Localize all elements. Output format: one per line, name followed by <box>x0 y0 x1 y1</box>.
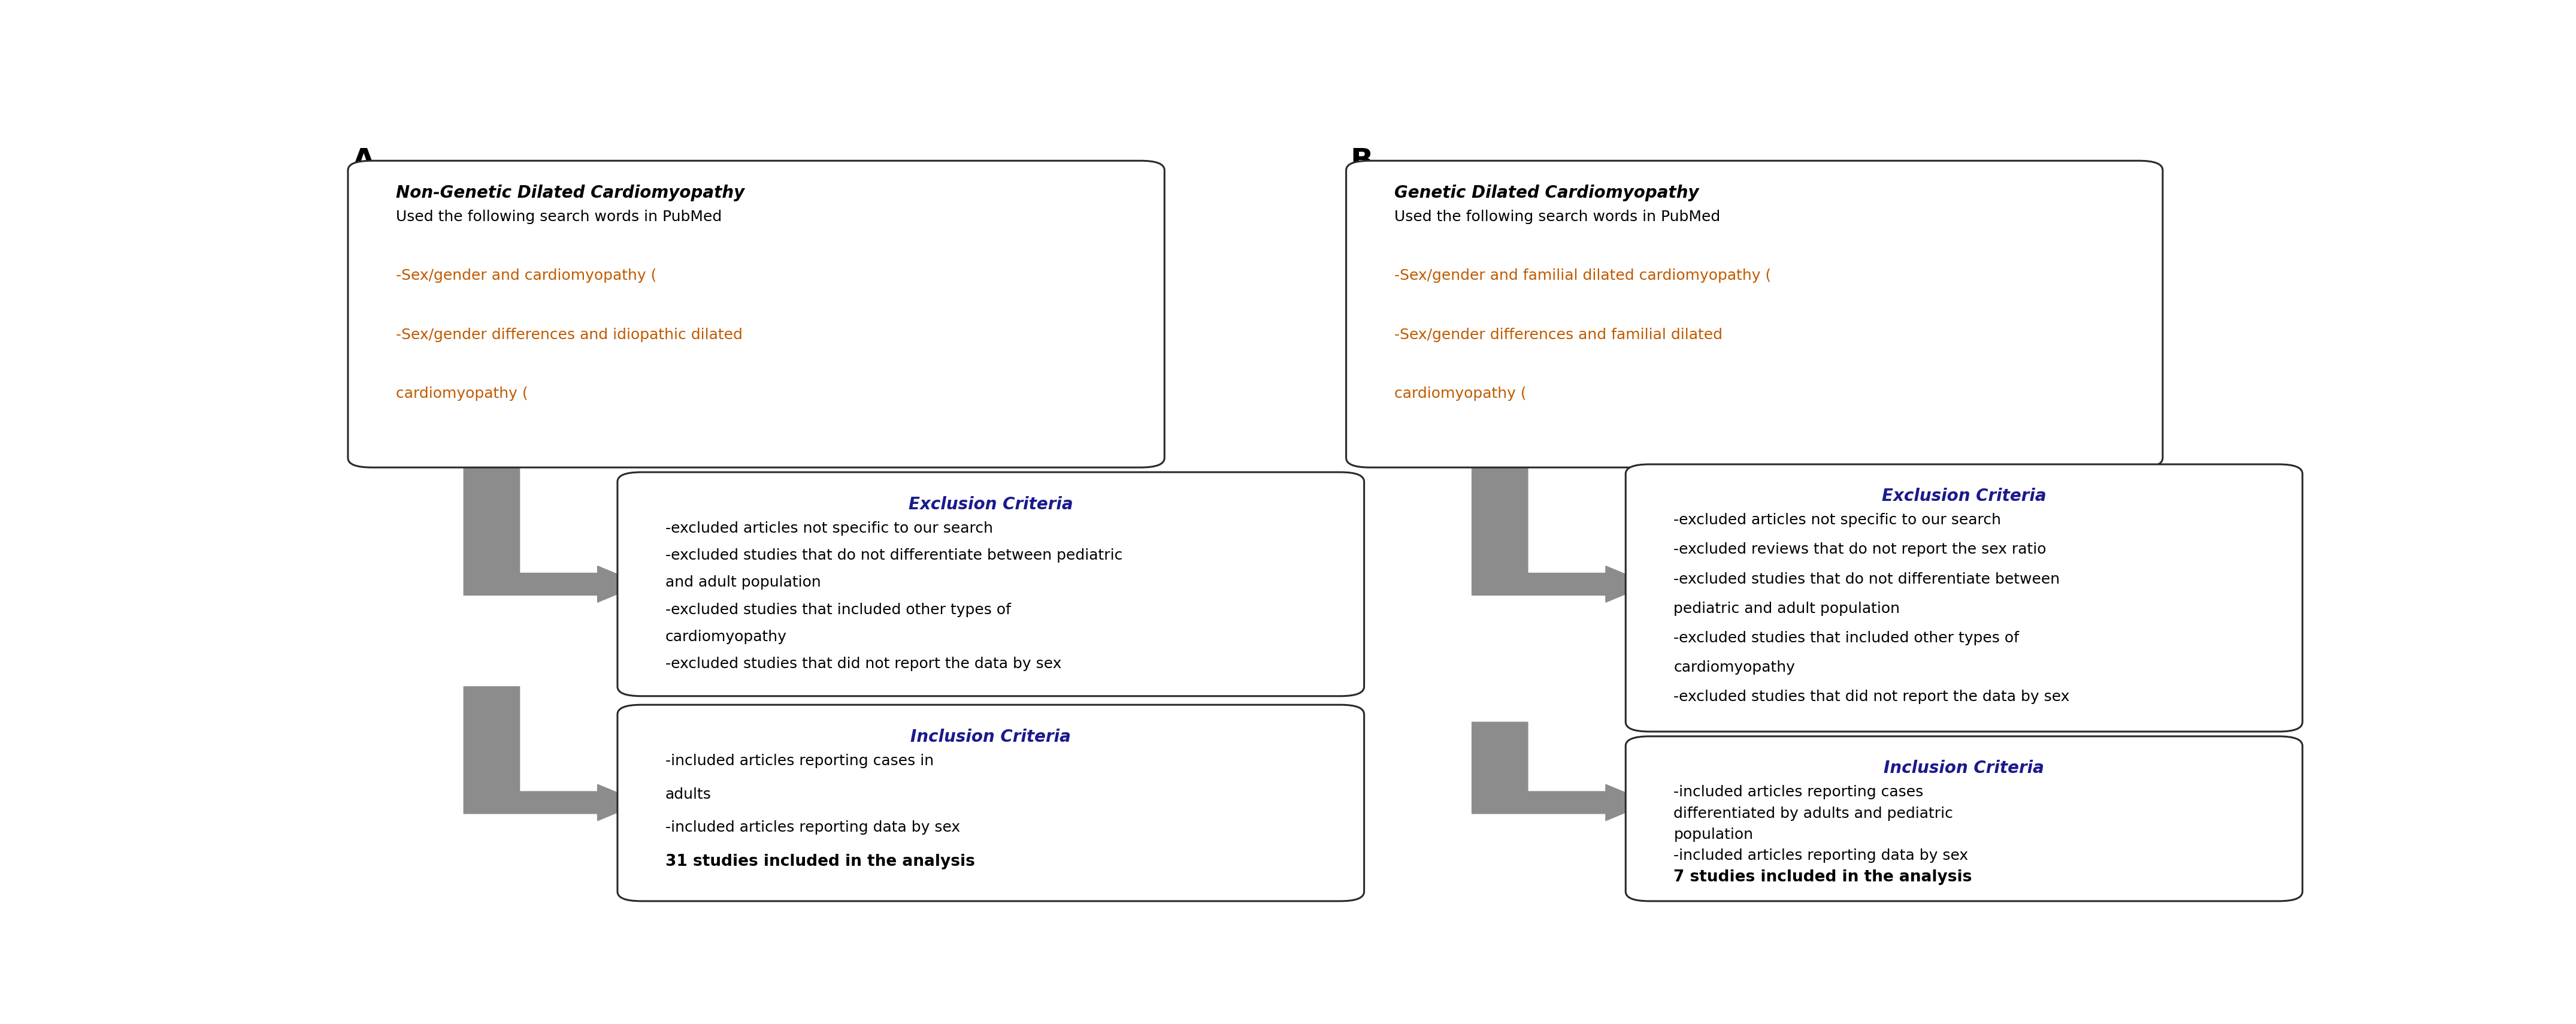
Text: -excluded studies that included other types of: -excluded studies that included other ty… <box>665 602 1010 616</box>
Text: -excluded articles not specific to our search: -excluded articles not specific to our s… <box>1674 513 2002 527</box>
Polygon shape <box>464 458 641 602</box>
Text: A: A <box>353 146 376 175</box>
Polygon shape <box>464 687 641 820</box>
Text: Used the following search words in PubMed: Used the following search words in PubMe… <box>397 210 721 224</box>
Text: B: B <box>1350 146 1373 175</box>
Text: Non-Genetic Dilated Cardiomyopathy: Non-Genetic Dilated Cardiomyopathy <box>397 184 744 201</box>
Text: Used the following search words in PubMed: Used the following search words in PubMe… <box>1394 210 1721 224</box>
Text: Exclusion Criteria: Exclusion Criteria <box>909 496 1074 513</box>
Text: adults: adults <box>665 787 711 802</box>
Text: -excluded studies that did not report the data by sex: -excluded studies that did not report th… <box>1674 689 2069 703</box>
Text: and adult population: and adult population <box>665 575 822 590</box>
Text: 7 studies included in the analysis: 7 studies included in the analysis <box>1674 869 1973 886</box>
Text: Exclusion Criteria: Exclusion Criteria <box>1883 488 2045 505</box>
Polygon shape <box>1471 722 1649 820</box>
Text: differentiated by adults and pediatric: differentiated by adults and pediatric <box>1674 806 1953 820</box>
Text: -included articles reporting data by sex: -included articles reporting data by sex <box>665 820 961 835</box>
Text: -excluded articles not specific to our search: -excluded articles not specific to our s… <box>665 521 992 536</box>
Text: -excluded studies that do not differentiate between: -excluded studies that do not differenti… <box>1674 572 2061 587</box>
Text: -Sex/gender differences and idiopathic dilated: -Sex/gender differences and idiopathic d… <box>397 328 742 342</box>
Text: -Sex/gender and familial dilated cardiomyopathy (: -Sex/gender and familial dilated cardiom… <box>1394 268 1770 283</box>
Text: -included articles reporting cases in: -included articles reporting cases in <box>665 754 933 768</box>
Text: -excluded studies that did not report the data by sex: -excluded studies that did not report th… <box>665 656 1061 672</box>
Polygon shape <box>1471 458 1649 602</box>
Text: -excluded reviews that do not report the sex ratio: -excluded reviews that do not report the… <box>1674 543 2045 557</box>
FancyBboxPatch shape <box>1625 736 2303 901</box>
FancyBboxPatch shape <box>1347 161 2164 467</box>
Text: -excluded studies that included other types of: -excluded studies that included other ty… <box>1674 631 2020 645</box>
Text: cardiomyopathy (: cardiomyopathy ( <box>397 387 528 401</box>
Text: pediatric and adult population: pediatric and adult population <box>1674 601 1901 615</box>
FancyBboxPatch shape <box>618 472 1365 696</box>
Text: cardiomyopathy: cardiomyopathy <box>665 630 786 644</box>
Text: Genetic Dilated Cardiomyopathy: Genetic Dilated Cardiomyopathy <box>1394 184 1698 201</box>
Text: cardiomyopathy (: cardiomyopathy ( <box>1394 387 1525 401</box>
Text: Inclusion Criteria: Inclusion Criteria <box>1883 760 2045 777</box>
Text: -Sex/gender differences and familial dilated: -Sex/gender differences and familial dil… <box>1394 328 1723 342</box>
Text: -included articles reporting data by sex: -included articles reporting data by sex <box>1674 849 1968 863</box>
Text: population: population <box>1674 827 1754 842</box>
FancyBboxPatch shape <box>618 705 1365 901</box>
Text: -excluded studies that do not differentiate between pediatric: -excluded studies that do not differenti… <box>665 548 1123 562</box>
Text: cardiomyopathy: cardiomyopathy <box>1674 660 1795 675</box>
Text: -Sex/gender and cardiomyopathy (: -Sex/gender and cardiomyopathy ( <box>397 268 657 283</box>
Text: -included articles reporting cases: -included articles reporting cases <box>1674 785 1924 800</box>
FancyBboxPatch shape <box>1625 464 2303 731</box>
Text: Inclusion Criteria: Inclusion Criteria <box>909 728 1072 745</box>
FancyBboxPatch shape <box>348 161 1164 467</box>
Text: 31 studies included in the analysis: 31 studies included in the analysis <box>665 854 974 869</box>
